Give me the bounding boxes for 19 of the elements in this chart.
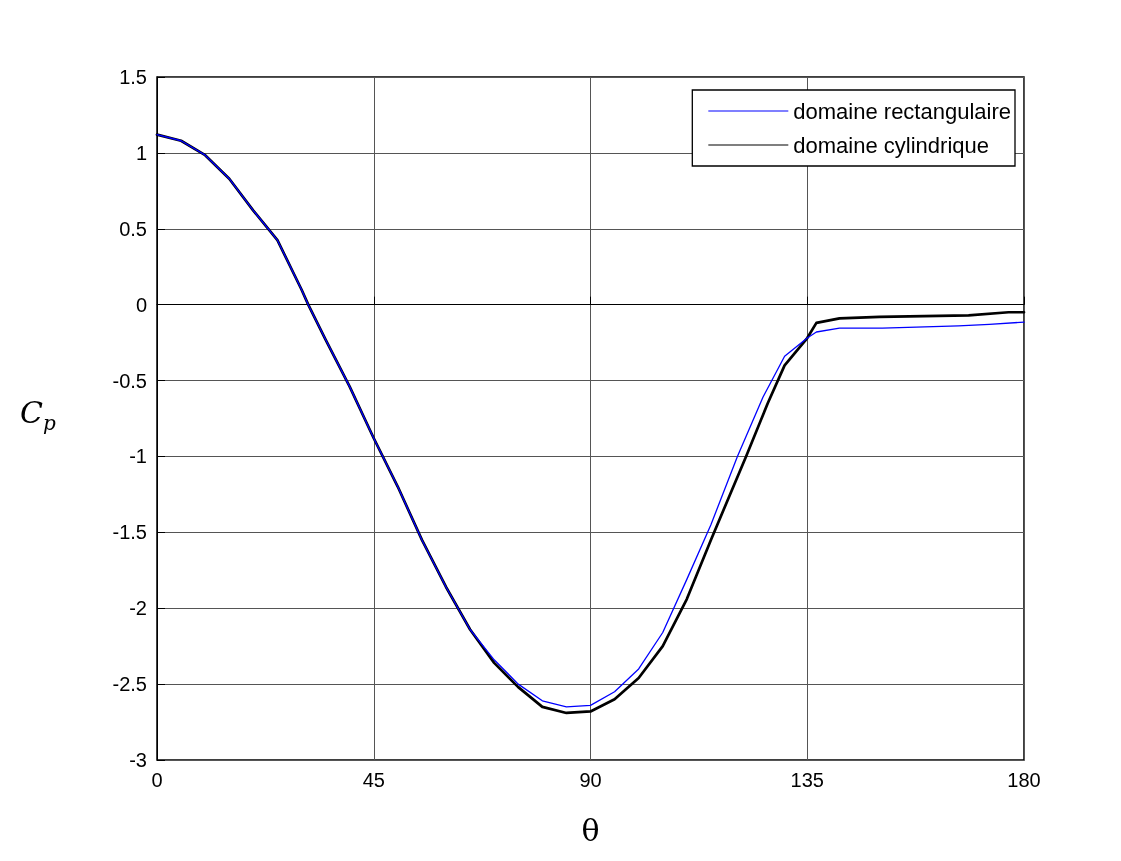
- x-tick-label: 135: [790, 769, 824, 791]
- y-tick-label: 1.5: [119, 66, 147, 88]
- y-tick-label: 1: [135, 141, 147, 164]
- y-axis-title: C$_{p}$: [20, 395, 56, 435]
- y-tick-label: -3: [129, 749, 147, 771]
- y-tick-label: -1: [129, 445, 147, 468]
- x-tick-label: 0: [151, 769, 163, 791]
- x-axis-title: θ: [581, 812, 600, 848]
- x-tick-label: 90: [579, 769, 602, 791]
- y-tick-label: 0: [135, 293, 147, 316]
- legend-label: domaine rectangulaire: [793, 98, 1012, 124]
- y-tick-label: -1.5: [112, 521, 147, 544]
- x-tick-label: 180: [1007, 769, 1041, 791]
- y-tick-label: -2.5: [112, 673, 147, 696]
- x-tick-label: 45: [362, 769, 385, 791]
- y-tick-label: -0.5: [112, 369, 147, 392]
- y-tick-label: -2: [129, 597, 147, 620]
- y-tick-label: 0.5: [119, 217, 147, 240]
- legend-label: domaine cylindrique: [793, 132, 989, 158]
